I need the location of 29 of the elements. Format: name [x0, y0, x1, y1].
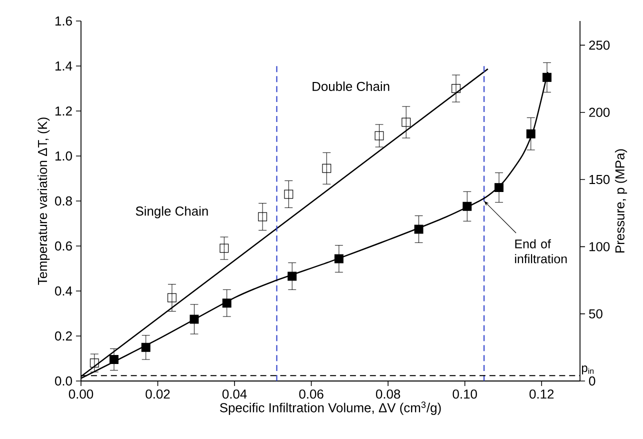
x-tick-label: 0.10 — [452, 390, 477, 399]
y2-tick-label: 0 — [589, 376, 596, 386]
y-tick-label: 0.2 — [54, 331, 72, 341]
y-tick-label: 0.4 — [54, 286, 72, 296]
y-axis-title: Temperature variation ΔT, (K) — [38, 118, 50, 285]
x-tick-label: 0.00 — [68, 390, 94, 399]
y2-tick-label: 200 — [589, 108, 610, 117]
y-tick-label: 1.4 — [55, 62, 72, 70]
y2-tick-label: 150 — [589, 174, 610, 184]
x-tick-label: 0.04 — [222, 390, 247, 399]
x-tick-label: 0.12 — [530, 390, 554, 399]
annotation: Single Chain — [136, 206, 208, 218]
y2-tick-label: 100 — [589, 242, 610, 252]
y-tick-label: 1.6 — [55, 16, 72, 26]
y-tick-label: 1.2 — [55, 106, 72, 116]
y-tick-label: 1.0 — [55, 151, 72, 161]
y-tick-label: 0.8 — [54, 196, 72, 206]
y2-axis-title: Pressure, p (MPa) — [614, 149, 628, 252]
annotation: Double Chain — [312, 81, 390, 91]
y-tick-label: 0.6 — [54, 241, 72, 251]
x-axis-title: Specific Infiltration Volume, ΔV (cm$^{3}$/g) — [220, 402, 441, 415]
y2-tick-label: 50 — [589, 309, 602, 318]
ref-line-label: p$_{in}$ — [582, 366, 594, 374]
x-tick-label: 0.08 — [376, 390, 400, 399]
annotation: End of infiltration — [515, 239, 567, 264]
x-tick-label: 0.06 — [299, 390, 324, 399]
y-tick-label: 0.0 — [54, 376, 72, 386]
x-tick-label: 0.02 — [146, 390, 170, 399]
y2-tick-label: 250 — [589, 40, 610, 50]
